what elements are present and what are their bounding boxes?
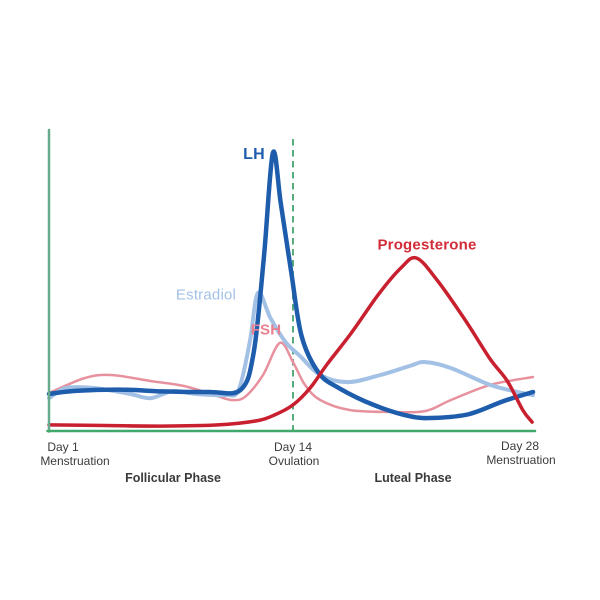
x-tick-day14-sublabel: Ovulation bbox=[268, 454, 320, 468]
hormone-curves bbox=[46, 149, 536, 428]
fsh-curve bbox=[47, 341, 535, 414]
progesterone-curve-label: Progesterone bbox=[377, 236, 477, 254]
estradiol-curve-label: Estradiol bbox=[175, 286, 237, 304]
estradiol-curve bbox=[47, 290, 535, 401]
follicular-phase-label: Follicular Phase bbox=[125, 470, 221, 485]
x-tick-day1-sublabel: Menstruation bbox=[40, 454, 110, 468]
fsh-curve-label: FSH bbox=[250, 321, 282, 339]
lh-curve bbox=[46, 149, 536, 421]
x-tick-day14: Day 14 bbox=[273, 440, 313, 454]
progesterone-curve bbox=[47, 255, 534, 428]
luteal-phase-label: Luteal Phase bbox=[374, 470, 452, 485]
lh-curve-label: LH bbox=[243, 146, 265, 163]
x-tick-day28-sublabel: Menstruation bbox=[486, 453, 556, 467]
x-tick-day28: Day 28 bbox=[500, 439, 540, 453]
x-tick-day1: Day 1 bbox=[47, 440, 79, 454]
